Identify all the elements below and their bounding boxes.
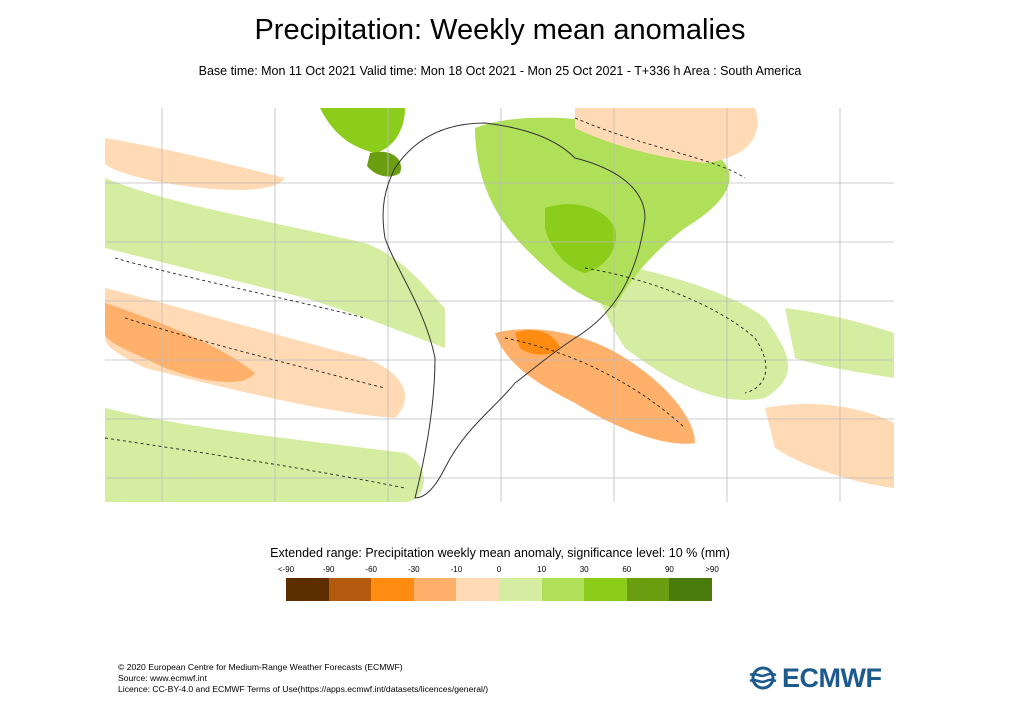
footer-licence: Licence: CC-BY-4.0 and ECMWF Terms of Us…: [118, 684, 489, 694]
footer-credits: © 2020 European Centre for Medium-Range …: [118, 662, 488, 695]
legend-label: 10: [537, 565, 547, 574]
chart-subtitle: Base time: Mon 11 Oct 2021 Valid time: M…: [198, 64, 802, 78]
wet-light-area-south-pacific: [105, 408, 424, 502]
legend-label: 90: [664, 565, 674, 574]
legend-label: -60: [365, 565, 377, 574]
significance-contours: [105, 117, 767, 489]
legend-swatch: [456, 578, 499, 601]
map-canvas: [105, 108, 894, 502]
legend-label: 30: [579, 565, 589, 574]
legend-label: -30: [408, 565, 420, 574]
chart-title: Precipitation: Weekly mean anomalies: [254, 14, 746, 46]
precipitation-anomaly-map: [105, 108, 894, 502]
wet-strong-area-brazil: [545, 204, 616, 273]
wet-strong-area-caribbean: [320, 108, 405, 153]
legend-label: 60: [622, 565, 632, 574]
wet-light-area-east-atlantic: [785, 308, 894, 378]
wet-vstrong-area-colombia: [367, 151, 401, 177]
legend-label: <-90: [277, 565, 295, 574]
legend-swatch: [413, 578, 457, 601]
ecmwf-logo: ECMWF: [748, 662, 884, 693]
legend-label: 0: [496, 565, 502, 574]
legend-swatch: [626, 578, 670, 601]
legend-swatch: [286, 578, 329, 601]
legend-swatch: [584, 578, 627, 601]
legend-labels: <-90 -90 -60 -30 -10 0 10 30 60 90 >90: [278, 565, 719, 577]
legend-swatch: [328, 578, 372, 601]
south-america-coastline: [382, 122, 646, 499]
footer-source: Source: www.ecmwf.int: [118, 673, 207, 683]
footer-copyright: © 2020 European Centre for Medium-Range …: [118, 662, 403, 672]
legend-title: Extended range: Precipitation weekly mea…: [270, 546, 730, 560]
wet-light-area-atlantic: [585, 258, 789, 400]
dry-light-area-north-atlantic: [575, 108, 758, 163]
dry-mid-area-rio-plata: [495, 329, 695, 444]
legend-colorbar: [286, 578, 712, 601]
legend-swatch: [669, 578, 712, 601]
legend-label: -10: [450, 565, 463, 574]
legend-swatch: [541, 578, 585, 601]
dry-light-area-southeast: [765, 403, 894, 488]
dry-strong-area-rio-plata: [515, 330, 560, 355]
dry-light-area-north-pacific: [105, 138, 285, 190]
legend-label: -90: [322, 565, 335, 574]
dry-mid-area-south-pacific: [105, 303, 255, 383]
legend-swatch: [498, 578, 542, 601]
dry-light-area-south-pacific: [105, 288, 405, 418]
legend-swatch: [371, 578, 414, 601]
legend-label: >90: [705, 565, 719, 574]
ecmwf-logo-text: ECMWF: [782, 662, 882, 693]
ecmwf-logo-icon: [749, 666, 777, 690]
wet-mid-area-brazil: [475, 117, 730, 308]
map-gridlines: [105, 108, 894, 502]
